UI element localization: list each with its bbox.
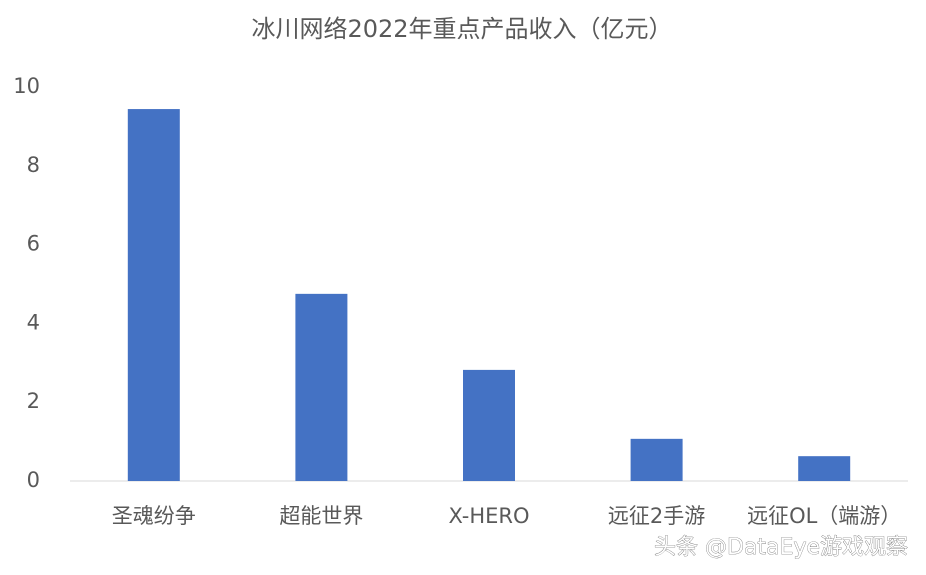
y-tick-label: 6 xyxy=(27,232,40,256)
y-tick-label: 8 xyxy=(27,153,40,177)
bar xyxy=(127,109,180,482)
bar xyxy=(630,438,683,481)
y-tick-label: 4 xyxy=(27,310,40,334)
y-tick-label: 0 xyxy=(27,468,40,492)
x-tick-label: 超能世界 xyxy=(279,504,363,528)
bar xyxy=(295,293,348,481)
watermark: 头条 @DataEye游戏观察 xyxy=(654,535,908,560)
bar xyxy=(463,369,515,481)
bar xyxy=(798,456,851,481)
y-tick-label: 10 xyxy=(13,74,40,98)
x-tick-label: 圣魂纷争 xyxy=(112,504,196,528)
x-tick-label: 远征2手游 xyxy=(608,504,705,528)
x-tick-label: 远征OL（端游） xyxy=(747,504,901,528)
x-tick-label: X-HERO xyxy=(448,504,529,528)
y-tick-label: 2 xyxy=(27,389,40,413)
chart-title: 冰川网络2022年重点产品收入（亿元） xyxy=(251,15,672,43)
